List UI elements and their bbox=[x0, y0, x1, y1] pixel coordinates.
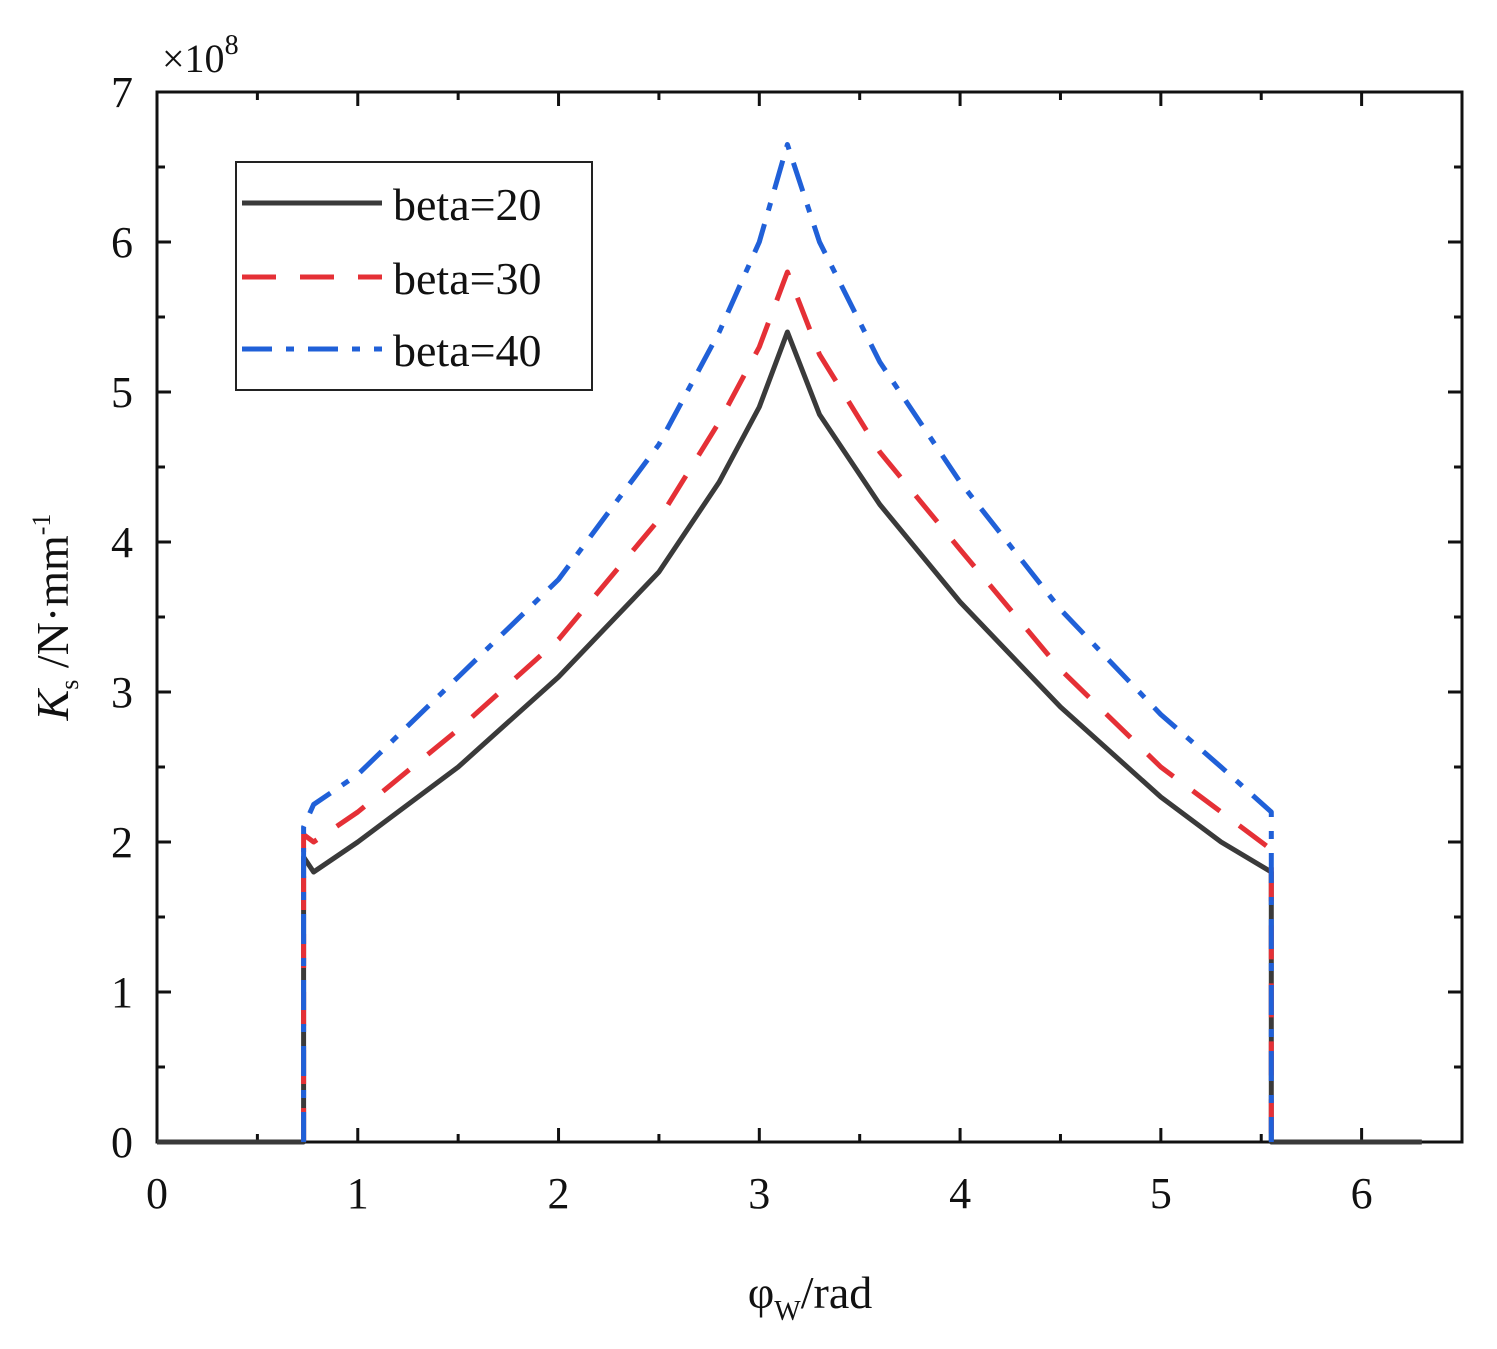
legend-box bbox=[235, 161, 593, 391]
tick-labels: 0 1 2 3 4 5 6 0 1 2 3 4 5 6 7 bbox=[111, 68, 1373, 1218]
y-multiplier-label: ×108 bbox=[162, 30, 239, 81]
x-tick-label: 3 bbox=[748, 1169, 770, 1218]
x-axis-title-main: φ bbox=[748, 1267, 775, 1318]
series-layer bbox=[157, 142, 1422, 1145]
x-tick-label: 4 bbox=[949, 1169, 971, 1218]
series-line-beta-40 bbox=[301, 142, 1274, 1142]
y-tick-label: 2 bbox=[111, 818, 133, 867]
x-tick-label: 5 bbox=[1150, 1169, 1172, 1218]
y-tick-label: 1 bbox=[111, 968, 133, 1017]
y-axis-title-main: K bbox=[27, 687, 78, 721]
y-axis-title-rest: /N·mm bbox=[27, 535, 78, 680]
y-tick-label: 6 bbox=[111, 218, 133, 267]
y-tick-label: 3 bbox=[111, 668, 133, 717]
legend-label-beta-40: beta=40 bbox=[393, 325, 542, 376]
x-tick-label: 6 bbox=[1351, 1169, 1373, 1218]
y-tick-label: 5 bbox=[111, 368, 133, 417]
y-multiplier-exp: 8 bbox=[225, 30, 239, 61]
y-tick-label: 4 bbox=[111, 518, 133, 567]
legend-label-beta-30: beta=30 bbox=[393, 253, 542, 304]
y-axis-title: Ks /N·mm-1 bbox=[27, 514, 84, 722]
y-tick-label: 7 bbox=[111, 68, 133, 117]
x-tick-label: 2 bbox=[548, 1169, 570, 1218]
x-axis-title-sub: W bbox=[774, 1296, 801, 1327]
legend: beta=20 beta=30 beta=40 bbox=[235, 161, 593, 391]
y-tick-label: 0 bbox=[111, 1118, 133, 1167]
x-axis-title-rest: /rad bbox=[801, 1267, 873, 1318]
y-axis-title-sub: s bbox=[55, 680, 84, 690]
x-tick-label: 0 bbox=[146, 1169, 168, 1218]
x-tick-label: 1 bbox=[347, 1169, 369, 1218]
series-line-beta-30 bbox=[301, 269, 1274, 1142]
axis-ticks bbox=[155, 90, 1464, 1144]
x-axis-title: φW/rad bbox=[748, 1267, 873, 1327]
series-line-beta-20 bbox=[157, 329, 1422, 1145]
y-multiplier-base: ×10 bbox=[162, 36, 225, 81]
y-axis-title-sup: -1 bbox=[27, 514, 56, 536]
legend-label-beta-20: beta=20 bbox=[393, 179, 542, 230]
